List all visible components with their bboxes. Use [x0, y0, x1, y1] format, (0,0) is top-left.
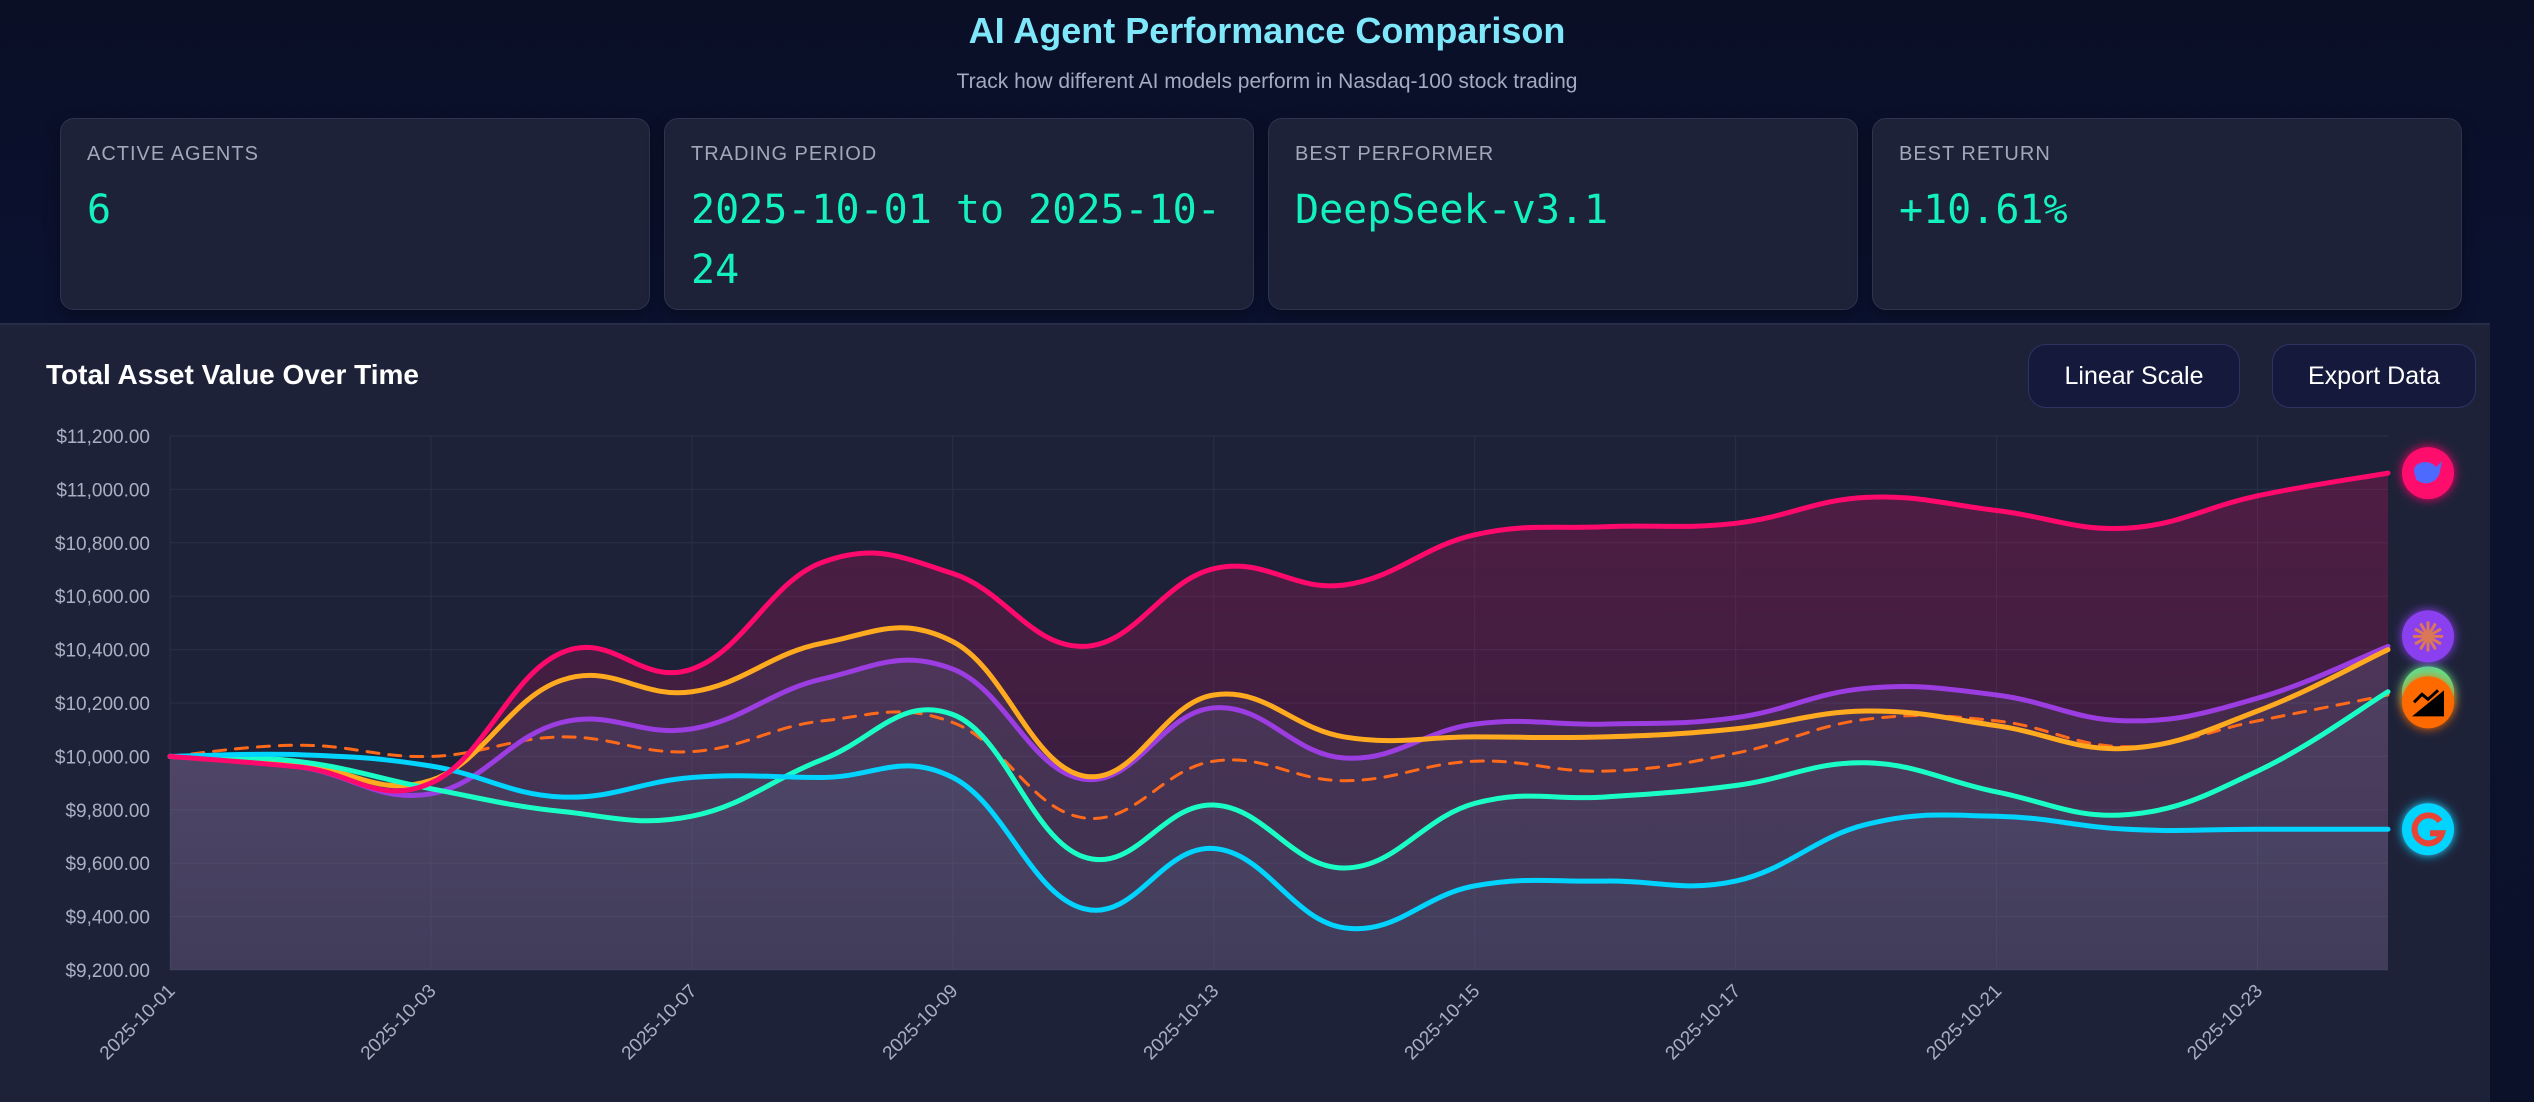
series-line — [168, 693, 2390, 820]
stat-label: Trading Period — [691, 143, 878, 165]
x-tick-label: 2025-10-23 — [2183, 981, 2267, 1065]
icon-badge — [2402, 676, 2454, 729]
stat-value: 6 — [87, 187, 112, 233]
stat-card-active-agents: Active Agents 6 — [60, 118, 650, 310]
icon-badge — [2402, 803, 2454, 856]
google-g-icon — [2402, 803, 2454, 856]
stat-label: Best Performer — [1295, 143, 1495, 165]
series-line — [167, 470, 2391, 794]
series-line — [167, 643, 2391, 798]
y-tick-label: $10,400.00 — [55, 641, 150, 662]
trend-line — [2412, 689, 2440, 704]
x-tick-label: 2025-10-01 — [96, 981, 180, 1065]
stat-value: 2025-10-01 to 2025-10-24 — [691, 187, 1221, 293]
stat-card-best-performer: Best Performer DeepSeek-v3.1 — [1268, 118, 1858, 310]
google-g-shape — [2411, 812, 2447, 847]
stat-card-trading-period: Trading Period 2025-10-01 to 2025-10-24 — [664, 118, 1254, 310]
stat-label: Active Agents — [87, 143, 259, 165]
y-tick-label: $9,200.00 — [65, 961, 150, 982]
x-tick-label: 2025-10-15 — [1401, 981, 1485, 1065]
series-line — [167, 689, 2391, 871]
y-tick-label: $11,000.00 — [56, 480, 150, 501]
stat-label: Best Return — [1899, 143, 2051, 165]
x-tick-label: 2025-10-13 — [1140, 981, 1224, 1065]
series-line — [167, 751, 2391, 932]
page-subtitle: Track how different AI models perform in… — [956, 70, 1578, 93]
stat-value: +10.61% — [1899, 187, 2068, 233]
trending-up-chart-icon — [2402, 676, 2454, 729]
x-tick-label: 2025-10-03 — [357, 981, 441, 1065]
stat-card-best-return: Best Return +10.61% — [1872, 118, 2462, 310]
whale-shape — [2414, 461, 2442, 484]
y-tick-label: $10,800.00 — [55, 534, 150, 555]
deepseek-whale-icon — [2402, 447, 2454, 500]
x-tick-label: 2025-10-07 — [618, 981, 702, 1065]
y-tick-label: $10,200.00 — [55, 694, 150, 715]
chart-title: Total Asset Value Over Time — [46, 359, 419, 390]
stat-value: DeepSeek-v3.1 — [1295, 187, 1609, 233]
x-tick-label: 2025-10-17 — [1662, 981, 1746, 1065]
y-tick-label: $11,200.00 — [56, 427, 150, 448]
y-tick-label: $10,000.00 — [55, 747, 150, 768]
page-title: AI Agent Performance Comparison — [968, 10, 1566, 51]
mountain-shape — [2412, 690, 2444, 717]
x-tick-label: 2025-10-21 — [1923, 981, 2007, 1065]
linear-scale-button[interactable]: Linear Scale — [2028, 344, 2240, 408]
series-line — [167, 625, 2391, 789]
y-tick-label: $9,800.00 — [65, 801, 150, 822]
claude-starburst-icon — [2402, 610, 2454, 663]
y-tick-label: $9,600.00 — [65, 854, 150, 875]
starburst-ray — [2427, 627, 2442, 638]
export-data-button[interactable]: Export Data — [2272, 344, 2476, 408]
y-tick-label: $10,600.00 — [55, 587, 150, 608]
x-tick-label: 2025-10-09 — [879, 981, 963, 1065]
y-tick-label: $9,400.00 — [65, 908, 150, 929]
